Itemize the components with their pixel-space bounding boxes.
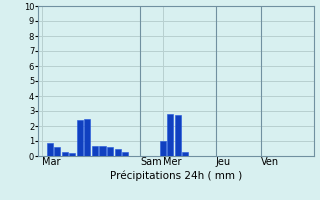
X-axis label: Précipitations 24h ( mm ): Précipitations 24h ( mm ) xyxy=(110,170,242,181)
Bar xyxy=(115,148,121,156)
Bar xyxy=(100,146,106,156)
Bar xyxy=(122,152,128,156)
Bar xyxy=(84,118,91,156)
Bar xyxy=(107,147,113,156)
Bar xyxy=(54,147,60,156)
Bar xyxy=(167,114,173,156)
Bar xyxy=(69,153,75,156)
Bar xyxy=(92,146,98,156)
Bar xyxy=(62,152,68,156)
Bar xyxy=(175,115,181,156)
Bar xyxy=(47,142,53,156)
Bar xyxy=(182,152,188,156)
Bar xyxy=(77,120,83,156)
Bar xyxy=(160,141,166,156)
